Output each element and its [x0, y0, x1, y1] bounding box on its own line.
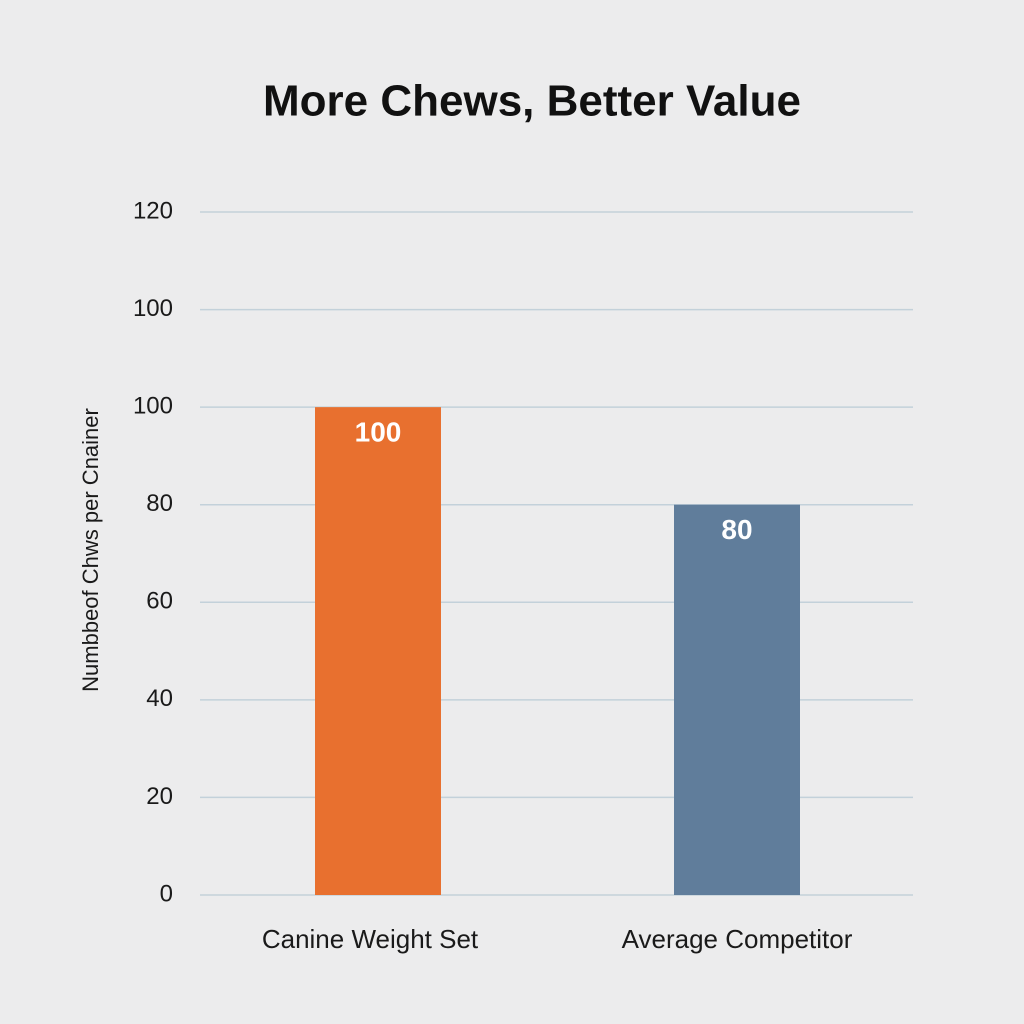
- y-tick-label: 80: [146, 490, 173, 517]
- y-axis-label: Numbbeof Chws per Cnainer: [78, 408, 103, 692]
- y-tick-label: 100: [133, 392, 173, 419]
- x-tick-label: Average Competitor: [622, 924, 853, 954]
- value-label: 80: [721, 514, 752, 545]
- y-tick-label: 40: [146, 685, 173, 712]
- value-label: 100: [355, 417, 402, 448]
- y-tick-label: 100: [133, 295, 173, 322]
- y-tick-label: 0: [160, 880, 173, 907]
- chart-title: More Chews, Better Value: [263, 77, 801, 126]
- y-tick-label: 60: [146, 588, 173, 615]
- y-tick-label: 20: [146, 783, 173, 810]
- x-tick-label: Canine Weight Set: [262, 924, 479, 954]
- bar: [674, 504, 800, 895]
- bar: [315, 407, 441, 895]
- y-tick-label: 120: [133, 197, 173, 224]
